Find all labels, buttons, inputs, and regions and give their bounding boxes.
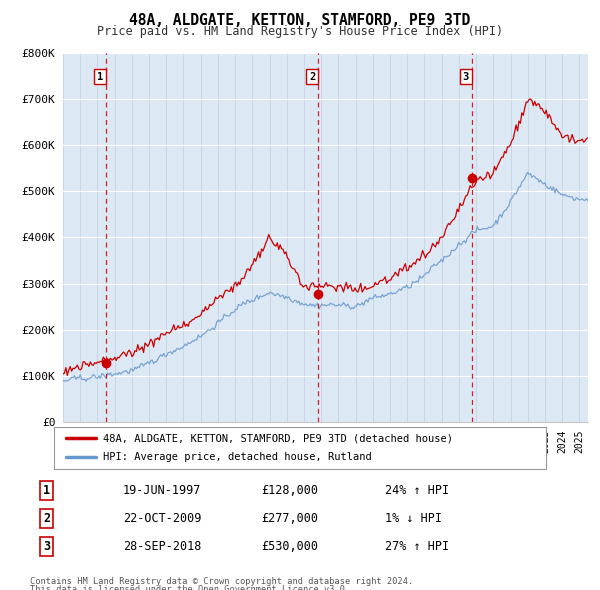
- Text: 27% ↑ HPI: 27% ↑ HPI: [385, 540, 449, 553]
- Text: 48A, ALDGATE, KETTON, STAMFORD, PE9 3TD (detached house): 48A, ALDGATE, KETTON, STAMFORD, PE9 3TD …: [103, 434, 453, 444]
- Text: 22-OCT-2009: 22-OCT-2009: [122, 512, 201, 525]
- Text: 1: 1: [43, 484, 50, 497]
- Text: Price paid vs. HM Land Registry's House Price Index (HPI): Price paid vs. HM Land Registry's House …: [97, 25, 503, 38]
- Text: £530,000: £530,000: [261, 540, 318, 553]
- Text: 48A, ALDGATE, KETTON, STAMFORD, PE9 3TD: 48A, ALDGATE, KETTON, STAMFORD, PE9 3TD: [130, 13, 470, 28]
- Text: 19-JUN-1997: 19-JUN-1997: [122, 484, 201, 497]
- Text: 2: 2: [43, 512, 50, 525]
- Text: 3: 3: [43, 540, 50, 553]
- Text: 24% ↑ HPI: 24% ↑ HPI: [385, 484, 449, 497]
- Text: HPI: Average price, detached house, Rutland: HPI: Average price, detached house, Rutl…: [103, 452, 372, 462]
- Text: 1% ↓ HPI: 1% ↓ HPI: [385, 512, 442, 525]
- Text: This data is licensed under the Open Government Licence v3.0.: This data is licensed under the Open Gov…: [30, 585, 350, 590]
- Text: 1: 1: [97, 71, 103, 81]
- Text: £277,000: £277,000: [261, 512, 318, 525]
- Text: £128,000: £128,000: [261, 484, 318, 497]
- Text: Contains HM Land Registry data © Crown copyright and database right 2024.: Contains HM Land Registry data © Crown c…: [30, 577, 413, 586]
- Text: 28-SEP-2018: 28-SEP-2018: [122, 540, 201, 553]
- Text: 3: 3: [463, 71, 469, 81]
- Text: 2: 2: [309, 71, 316, 81]
